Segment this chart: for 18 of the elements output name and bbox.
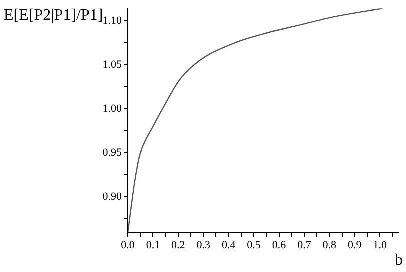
y-tick-label: 1.05 (102, 58, 122, 71)
x-tick-label: 0.8 (322, 239, 338, 252)
x-tick-label: 0.0 (121, 239, 136, 252)
y-axis-title: E[E[P2|P1]/P1] (4, 7, 104, 24)
x-tick-label: 0.4 (222, 239, 236, 252)
y-tick-label: 1.00 (102, 102, 122, 115)
x-tick-label: 1.0 (373, 239, 388, 252)
y-tick-label: 0.95 (102, 146, 122, 159)
x-tick-label: 0.7 (298, 239, 312, 252)
y-tick-label: 0.90 (102, 190, 122, 203)
x-tick-label: 0.2 (172, 239, 186, 252)
x-tick-label: 0.1 (146, 239, 160, 252)
x-tick-label: 0.9 (348, 239, 362, 252)
x-tick-label: 0.3 (196, 239, 212, 252)
y-tick-label: 1.10 (102, 14, 122, 27)
x-axis-title: b (395, 252, 403, 270)
x-tick-label: 0.5 (247, 239, 262, 252)
x-tick-label: 0.6 (272, 239, 287, 252)
